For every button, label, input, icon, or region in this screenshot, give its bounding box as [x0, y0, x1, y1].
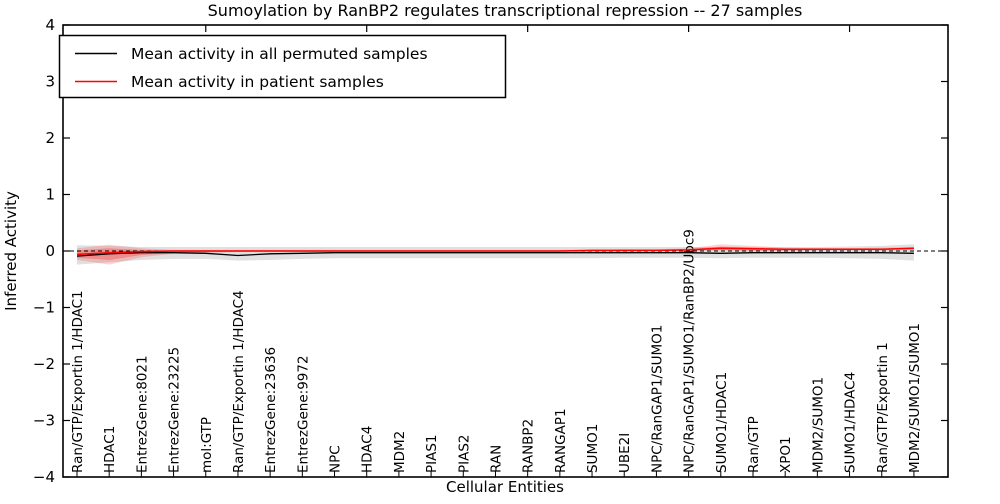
x-tick-label: RANBP2	[521, 419, 537, 473]
x-tick-label: RANGAP1	[553, 408, 569, 473]
x-tick-label: XPO1	[778, 436, 794, 473]
patient-activity-range-inner-band	[77, 246, 914, 260]
x-tick-label: UBE2I	[617, 433, 633, 473]
y-tick-label: 4	[45, 16, 55, 34]
x-tick-label: NPC/RanGAP1/SUMO1/RanBP2/Ubc9	[682, 229, 698, 473]
x-tick-label: Ran/GTP/Exportin 1/HDAC1	[70, 290, 86, 473]
x-tick-label: HDAC4	[360, 426, 376, 473]
y-axis-title: Inferred Activity	[2, 191, 20, 311]
x-tick-label: MDM2/SUMO1	[810, 377, 826, 473]
y-tick-label: 2	[45, 129, 55, 147]
y-tick-label: −3	[33, 412, 55, 430]
x-tick-label: NPC	[328, 445, 344, 473]
x-tick-label: SUMO1	[585, 424, 601, 473]
y-tick-label: −2	[33, 355, 55, 373]
permuted-activity-range-band	[77, 244, 914, 265]
legend-box	[58, 34, 507, 99]
y-tick-label: 1	[45, 186, 55, 204]
x-tick-label: EntrezGene:9972	[295, 355, 311, 473]
x-axis-title: Cellular Entities	[446, 478, 564, 496]
y-tick-label: −4	[33, 468, 55, 486]
legend: Mean activity in all permuted samples Me…	[58, 34, 507, 99]
x-tick-label: Ran/GTP	[746, 416, 762, 473]
permuted-mean-line	[76, 252, 914, 257]
x-tick-label: PIAS1	[424, 434, 440, 473]
x-tick-label: EntrezGene:23225	[167, 347, 183, 473]
x-tick-label: EntrezGene:8021	[134, 355, 150, 473]
x-tick-label: RAN	[488, 445, 504, 473]
x-tick-label: HDAC1	[102, 426, 118, 473]
x-tick-label: EntrezGene:23636	[263, 347, 279, 473]
legend-label-permuted: Mean activity in all permuted samples	[131, 45, 428, 63]
x-tick-label: PIAS2	[456, 434, 472, 473]
x-tick-label: Ran/GTP/Exportin 1/HDAC4	[231, 290, 247, 473]
x-tick-label: SUMO1/HDAC4	[843, 372, 859, 473]
x-tick-label: mol:GTP	[199, 417, 215, 473]
x-tick-label: NPC/RanGAP1/SUMO1	[649, 325, 665, 473]
y-tick-label: −1	[33, 299, 55, 317]
chart-title: Sumoylation by RanBP2 regulates transcri…	[208, 1, 803, 20]
legend-label-patient: Mean activity in patient samples	[131, 73, 384, 91]
y-tick-label: 3	[45, 73, 55, 91]
x-tick-label: SUMO1/HDAC1	[714, 372, 730, 473]
x-tick-label: MDM2	[392, 431, 408, 473]
x-tick-label: MDM2/SUMO1/SUMO1	[907, 323, 923, 473]
y-tick-label: 0	[45, 242, 55, 260]
x-tick-label: Ran/GTP/Exportin 1	[875, 342, 891, 473]
patient-mean-line	[76, 247, 914, 256]
